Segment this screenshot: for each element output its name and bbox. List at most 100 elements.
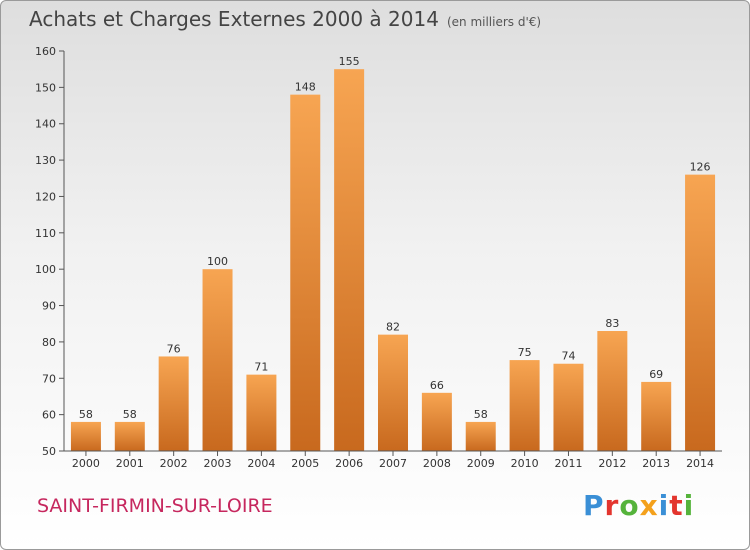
bar xyxy=(70,421,101,451)
y-tick: 100 xyxy=(35,263,64,276)
x-tick: 2008 xyxy=(423,451,451,470)
x-tick: 2000 xyxy=(72,451,100,470)
x-tick: 2001 xyxy=(116,451,144,470)
x-tick: 2003 xyxy=(204,451,232,470)
x-tick: 2007 xyxy=(379,451,407,470)
bar xyxy=(509,360,540,451)
y-tick: 70 xyxy=(42,372,64,385)
y-tick-label: 70 xyxy=(42,372,56,385)
y-tick: 130 xyxy=(35,154,64,167)
x-tick-label: 2000 xyxy=(72,457,100,470)
bar xyxy=(465,421,496,451)
y-tick: 80 xyxy=(42,336,64,349)
brand-letter: P xyxy=(583,489,605,522)
x-tick-label: 2004 xyxy=(247,457,275,470)
brand-letter: i xyxy=(658,489,670,522)
y-tick-label: 80 xyxy=(42,336,56,349)
bar xyxy=(378,334,408,451)
y-tick-label: 150 xyxy=(35,81,56,94)
proxiti-logo[interactable]: Proxiti xyxy=(583,489,694,522)
bar-value-label: 148 xyxy=(295,81,316,94)
bar xyxy=(685,174,716,452)
y-tick-label: 50 xyxy=(42,445,56,458)
commune-name: SAINT-FIRMIN-SUR-LOIRE xyxy=(37,495,273,517)
x-tick-label: 2014 xyxy=(686,457,714,470)
bar-value-label: 71 xyxy=(254,361,268,374)
x-tick: 2013 xyxy=(642,451,670,470)
x-tick-label: 2006 xyxy=(335,457,363,470)
x-tick: 2005 xyxy=(291,451,319,470)
bar-value-label: 66 xyxy=(430,379,444,392)
x-tick-label: 2011 xyxy=(554,457,582,470)
y-tick-label: 100 xyxy=(35,263,56,276)
x-tick: 2006 xyxy=(335,451,363,470)
bar-value-label: 58 xyxy=(79,408,93,421)
brand-letter: r xyxy=(604,489,620,522)
brand-letter: t xyxy=(669,489,684,522)
x-tick: 2011 xyxy=(554,451,582,470)
bar-value-label: 75 xyxy=(518,346,532,359)
bar-value-label: 58 xyxy=(474,408,488,421)
bar xyxy=(158,356,189,451)
bar-value-label: 126 xyxy=(690,161,711,174)
y-tick: 160 xyxy=(35,45,64,58)
x-tick: 2012 xyxy=(598,451,626,470)
y-tick-label: 160 xyxy=(35,45,56,58)
bar-value-label: 82 xyxy=(386,321,400,334)
y-tick: 90 xyxy=(42,300,64,313)
x-tick: 2010 xyxy=(511,451,539,470)
y-tick-label: 140 xyxy=(35,118,56,131)
bar-value-label: 74 xyxy=(561,350,575,363)
y-tick-label: 90 xyxy=(42,300,56,313)
chart-unit: (en milliers d'€) xyxy=(446,15,542,29)
chart-title-text: Achats et Charges Externes 2000 à 2014 xyxy=(29,7,439,31)
bar-value-label: 58 xyxy=(123,408,137,421)
bar-value-label: 69 xyxy=(649,368,663,381)
x-tick-label: 2003 xyxy=(204,457,232,470)
x-tick-label: 2008 xyxy=(423,457,451,470)
x-tick-label: 2005 xyxy=(291,457,319,470)
bars: 58 58 76 100 71 148 155 82 66 58 75 74 83 69 126 xyxy=(70,55,716,452)
bar xyxy=(246,374,277,451)
brand-letter: i xyxy=(683,489,695,522)
y-tick: 110 xyxy=(35,227,64,240)
y-tick: 120 xyxy=(35,190,64,203)
x-tick-label: 2002 xyxy=(160,457,188,470)
bar xyxy=(553,363,584,451)
y-tick: 60 xyxy=(42,409,64,422)
bar xyxy=(421,392,452,451)
bar-value-label: 100 xyxy=(207,255,228,268)
x-tick-label: 2012 xyxy=(598,457,626,470)
y-tick-label: 130 xyxy=(35,154,56,167)
brand-letter: x xyxy=(639,489,659,522)
y-tick-label: 120 xyxy=(35,190,56,203)
bar xyxy=(114,421,145,451)
y-axis: 50 60 70 80 90 100 110 120 130 140 150 160 xyxy=(35,45,65,458)
bar xyxy=(641,381,672,451)
y-tick-label: 110 xyxy=(35,227,56,240)
y-tick: 150 xyxy=(35,81,64,94)
bar-value-label: 83 xyxy=(605,317,619,330)
bar xyxy=(202,269,233,451)
y-tick: 140 xyxy=(35,118,64,131)
x-tick: 2014 xyxy=(686,451,714,470)
bar-value-label: 76 xyxy=(167,342,181,355)
y-tick-label: 60 xyxy=(42,409,56,422)
x-tick-label: 2010 xyxy=(511,457,539,470)
x-tick: 2004 xyxy=(247,451,275,470)
x-axis: 2000 2001 2002 2003 2004 2005 2006 2007 2008 2009… xyxy=(64,450,722,470)
x-tick-label: 2013 xyxy=(642,457,670,470)
x-tick: 2009 xyxy=(467,451,495,470)
chart-title: Achats et Charges Externes 2000 à 2014 (e… xyxy=(29,7,541,31)
x-tick: 2002 xyxy=(160,451,188,470)
bar xyxy=(597,331,628,451)
y-tick: 50 xyxy=(42,445,64,458)
bar xyxy=(334,69,365,451)
brand-letter: o xyxy=(619,489,640,522)
bar xyxy=(290,94,321,452)
x-tick-label: 2009 xyxy=(467,457,495,470)
bar-value-label: 155 xyxy=(339,55,360,68)
x-tick-label: 2007 xyxy=(379,457,407,470)
